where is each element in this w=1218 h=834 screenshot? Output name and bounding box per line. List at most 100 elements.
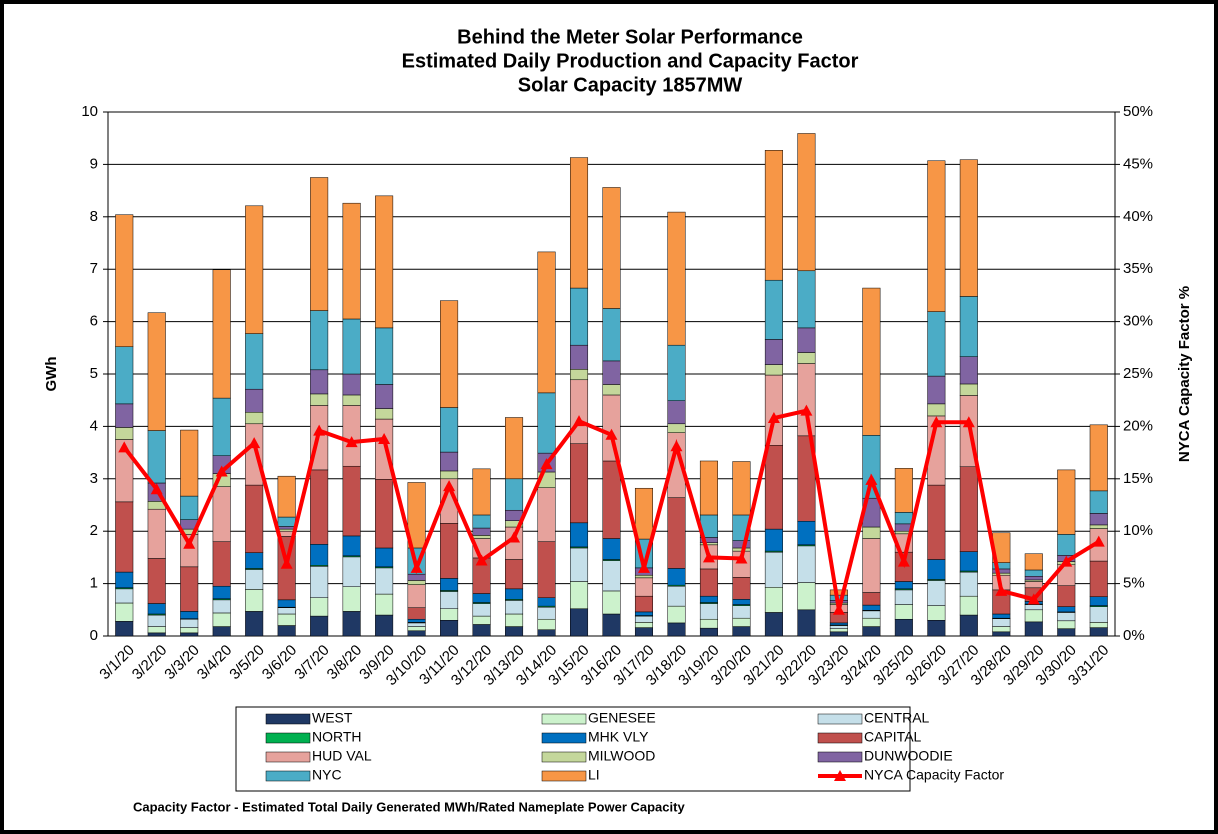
- bar-segment: [537, 606, 556, 620]
- bar-segment: [537, 597, 556, 607]
- line-marker: [475, 554, 488, 566]
- bar-segment: [1089, 513, 1108, 526]
- bar-segment: [472, 527, 491, 536]
- bar-segment: [440, 300, 459, 408]
- bar-segment: [147, 626, 166, 634]
- line-marker: [410, 561, 423, 573]
- bar-segment: [992, 572, 1011, 576]
- bar-segment: [472, 514, 491, 529]
- bar-segment: [505, 417, 524, 480]
- bar-segment: [180, 429, 199, 497]
- bar-segment: [115, 427, 134, 440]
- bar-segment: [829, 628, 848, 633]
- legend-swatch: [541, 770, 587, 782]
- bar-segment: [992, 626, 1011, 633]
- bar-segment: [472, 615, 491, 625]
- bar-segment: [634, 574, 654, 579]
- y2-tick-label: 40%: [1123, 208, 1153, 225]
- bar-segment: [505, 478, 524, 511]
- bar-segment: [212, 612, 231, 627]
- bar-segment: [407, 482, 426, 549]
- bar-segment: [212, 599, 231, 614]
- bar-segment: [829, 625, 848, 629]
- bar-segment: [927, 160, 946, 312]
- bar-segment: [862, 287, 881, 436]
- legend-label: LI: [588, 767, 600, 783]
- y-axis-label: GWh: [43, 357, 60, 392]
- bar-segment: [894, 589, 913, 605]
- bar-segment: [245, 552, 264, 569]
- bar-segment: [537, 618, 556, 630]
- bar-segment: [245, 423, 264, 486]
- bar-segment: [310, 615, 329, 637]
- bar-segment: [245, 205, 264, 334]
- bar-segment: [797, 133, 816, 272]
- bar-segment: [764, 587, 783, 613]
- bar-segment: [147, 508, 166, 559]
- bar-segment: [732, 540, 751, 549]
- bar-segment: [959, 466, 978, 552]
- bar-segment: [602, 590, 621, 615]
- bar-segment: [407, 573, 426, 581]
- bar-segment: [1089, 490, 1108, 514]
- bar-segment: [569, 287, 589, 346]
- bar-segment: [115, 501, 134, 573]
- bar-segment: [1024, 609, 1043, 623]
- y2-tick-label: 0%: [1123, 627, 1145, 644]
- line-marker: [930, 416, 943, 428]
- bar-segment: [180, 618, 199, 628]
- bar-segment: [797, 270, 816, 329]
- bar-segment: [797, 363, 816, 437]
- footnote: Capacity Factor - Estimated Total Daily …: [133, 799, 685, 814]
- bar-segment: [342, 394, 361, 406]
- bar-segment: [375, 547, 394, 568]
- bar-segment: [310, 544, 329, 566]
- bar-segment: [894, 512, 913, 525]
- bar-segment: [1089, 627, 1108, 637]
- bar-segment: [440, 620, 459, 637]
- bar-segment: [277, 613, 296, 626]
- bar-segment: [245, 611, 264, 637]
- bar-segment: [927, 620, 946, 637]
- bar-segment: [505, 588, 524, 600]
- bar-segment: [634, 615, 654, 623]
- bar-segment: [797, 582, 816, 611]
- legend-label: HUD VAL: [312, 748, 372, 764]
- bar-segment: [1089, 524, 1108, 529]
- bar-segment: [927, 559, 946, 580]
- bar-segment: [277, 516, 296, 527]
- bar-segment: [342, 535, 361, 557]
- line-marker: [800, 404, 813, 416]
- bar-segment: [1057, 628, 1076, 637]
- bar-segment: [245, 412, 264, 425]
- bar-segment: [829, 631, 848, 637]
- bar-segment: [602, 308, 621, 362]
- bar-segment: [959, 551, 978, 572]
- bar-segment: [764, 150, 783, 281]
- bar-segment: [310, 369, 329, 395]
- bar-segment: [115, 588, 134, 604]
- chart-title: Behind the Meter Solar Performance: [457, 26, 803, 48]
- y-tick-label: 10: [81, 103, 98, 120]
- bar-segment: [245, 484, 264, 553]
- bar-segment: [797, 545, 816, 583]
- bar-segment: [634, 622, 654, 628]
- bar-segment: [1057, 620, 1076, 629]
- bar-segment: [375, 614, 394, 637]
- bar-segment: [537, 251, 556, 394]
- y-tick-label: 4: [90, 417, 98, 434]
- bar-segment: [699, 568, 718, 597]
- bar-segment: [927, 403, 946, 417]
- line-marker: [1060, 555, 1073, 567]
- bar-segment: [602, 613, 621, 637]
- line-marker: [118, 441, 131, 453]
- bar-segment: [277, 607, 296, 615]
- bar-segment: [472, 603, 491, 617]
- legend-label: WEST: [312, 710, 353, 726]
- y2-tick-label: 10%: [1123, 522, 1153, 539]
- bar-segment: [342, 202, 361, 320]
- bar-segment: [472, 535, 491, 539]
- bar-segment: [602, 384, 621, 396]
- bar-segment: [147, 312, 166, 431]
